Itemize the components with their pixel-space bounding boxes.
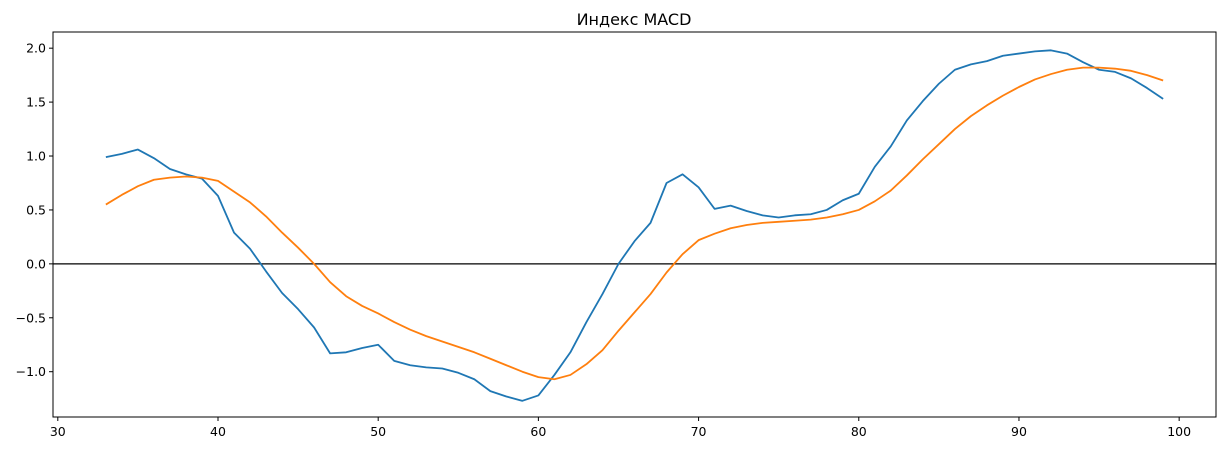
plot-area <box>53 49 1216 402</box>
y-axis: −1.0 −0.5 0.0 0.5 1.0 1.5 2.0 <box>16 41 53 379</box>
x-axis: 30 40 50 60 70 80 90 100 <box>50 417 1191 439</box>
y-tick-label: 1.5 <box>26 95 46 110</box>
y-tick-label: 1.0 <box>26 149 46 164</box>
x-tick-label: 60 <box>530 424 546 439</box>
chart-title: Индекс MACD <box>577 10 692 29</box>
series-line-2 <box>105 66 1164 381</box>
y-tick-label: 0.0 <box>26 256 46 271</box>
x-tick-label: 50 <box>370 424 386 439</box>
x-tick-label: 30 <box>50 424 66 439</box>
y-tick-label: 2.0 <box>26 41 46 56</box>
x-tick-label: 70 <box>691 424 707 439</box>
y-tick-label: −0.5 <box>16 310 46 325</box>
x-tick-label: 100 <box>1167 424 1191 439</box>
y-tick-label: −1.0 <box>16 364 46 379</box>
series-line-1 <box>105 49 1164 402</box>
x-tick-label: 80 <box>851 424 867 439</box>
y-tick-label: 0.5 <box>26 202 46 217</box>
plot-frame <box>52 31 1217 418</box>
x-tick-label: 90 <box>1011 424 1027 439</box>
x-tick-label: 40 <box>210 424 226 439</box>
